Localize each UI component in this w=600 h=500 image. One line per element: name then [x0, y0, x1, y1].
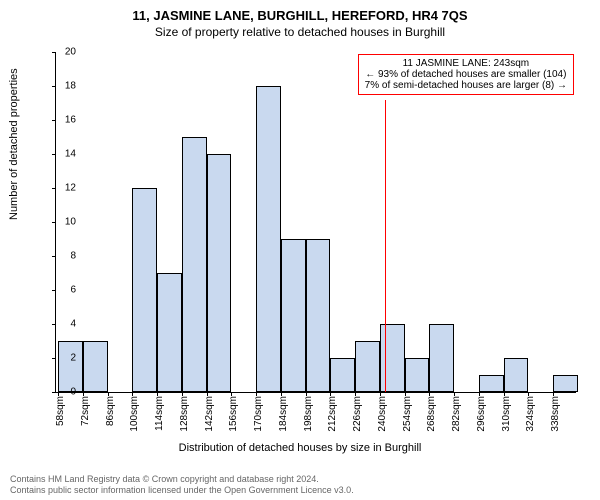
x-tick-label: 324sqm [525, 396, 536, 432]
y-tick-label: 6 [56, 285, 76, 296]
x-tick-label: 240sqm [377, 396, 388, 432]
y-tick-label: 18 [56, 81, 76, 92]
x-tick-label: 72sqm [80, 396, 91, 426]
info-box-line: ← 93% of detached houses are smaller (10… [365, 69, 567, 80]
y-tick-label: 2 [56, 353, 76, 364]
histogram-bar [182, 137, 207, 392]
info-box: 11 JASMINE LANE: 243sqm← 93% of detached… [358, 54, 574, 95]
x-tick-label: 142sqm [204, 396, 215, 432]
chart-title-sub: Size of property relative to detached ho… [0, 23, 600, 39]
y-axis-label: Number of detached properties [8, 68, 20, 220]
histogram-bar [207, 154, 232, 392]
x-axis-label: Distribution of detached houses by size … [0, 442, 600, 454]
x-tick-label: 184sqm [278, 396, 289, 432]
y-tick-label: 0 [56, 387, 76, 398]
y-tick-label: 12 [56, 183, 76, 194]
histogram-bar [355, 341, 380, 392]
y-tick-label: 4 [56, 319, 76, 330]
x-tick-label: 128sqm [179, 396, 190, 432]
chart-plot-area: 58sqm72sqm86sqm100sqm114sqm128sqm142sqm1… [55, 52, 576, 393]
x-tick-label: 198sqm [303, 396, 314, 432]
histogram-bar [429, 324, 454, 392]
histogram-bar [553, 375, 578, 392]
histogram-bar [504, 358, 529, 392]
footer-line-1: Contains HM Land Registry data © Crown c… [10, 474, 354, 485]
y-tick-label: 20 [56, 47, 76, 58]
chart-title-main: 11, JASMINE LANE, BURGHILL, HEREFORD, HR… [0, 0, 600, 23]
info-box-line: 7% of semi-detached houses are larger (8… [365, 80, 567, 91]
histogram-bar [405, 358, 430, 392]
x-tick-label: 296sqm [476, 396, 487, 432]
x-tick-label: 338sqm [550, 396, 561, 432]
histogram-bar [479, 375, 504, 392]
histogram-bar [380, 324, 405, 392]
x-tick-label: 310sqm [501, 396, 512, 432]
x-tick-label: 114sqm [154, 396, 165, 431]
x-tick-label: 100sqm [129, 396, 140, 432]
y-tick-label: 8 [56, 251, 76, 262]
y-tick-label: 14 [56, 149, 76, 160]
y-tick-label: 10 [56, 217, 76, 228]
x-tick-label: 254sqm [402, 396, 413, 432]
histogram-bar [132, 188, 157, 392]
footer-line-2: Contains public sector information licen… [10, 485, 354, 496]
histogram-bar [256, 86, 281, 392]
info-box-line: 11 JASMINE LANE: 243sqm [365, 58, 567, 69]
marker-line [385, 100, 386, 392]
footer-attribution: Contains HM Land Registry data © Crown c… [10, 474, 354, 496]
histogram-bar [83, 341, 108, 392]
histogram-bar [157, 273, 182, 392]
x-tick-label: 86sqm [105, 396, 116, 426]
x-tick-label: 170sqm [253, 396, 264, 432]
x-tick-label: 226sqm [352, 396, 363, 432]
histogram-bar [58, 341, 83, 392]
x-tick-label: 58sqm [55, 396, 66, 426]
histogram-bar [330, 358, 355, 392]
histogram-bar [281, 239, 306, 392]
x-tick-label: 268sqm [426, 396, 437, 432]
x-tick-label: 282sqm [451, 396, 462, 432]
x-tick-label: 212sqm [327, 396, 338, 432]
histogram-bar [306, 239, 331, 392]
y-tick-label: 16 [56, 115, 76, 126]
x-tick-label: 156sqm [228, 396, 239, 432]
